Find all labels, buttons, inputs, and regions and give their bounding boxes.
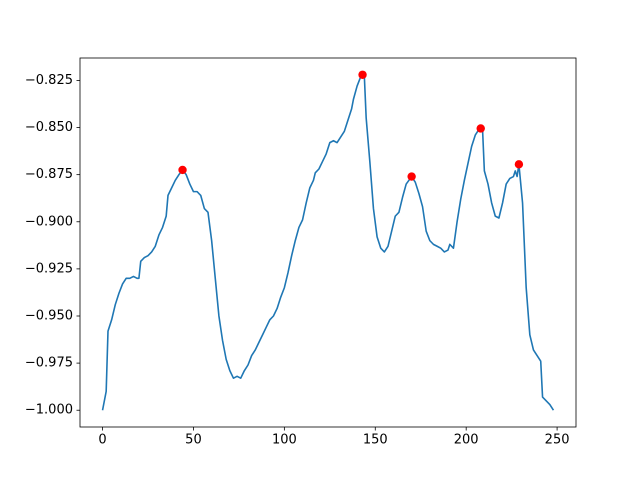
y-tick-label: −0.925 (25, 261, 73, 276)
x-tick-label: 50 (185, 433, 202, 448)
y-tick-label: −0.825 (25, 73, 73, 88)
y-tick-label: −0.875 (25, 167, 73, 182)
peak-marker (476, 124, 485, 133)
y-tick-label: −0.900 (25, 214, 73, 229)
plot-frame (79, 57, 577, 428)
y-tick-label: −1.000 (25, 403, 73, 418)
peak-marker (407, 172, 416, 181)
x-tick-label: 100 (272, 433, 297, 448)
peak-marker (514, 160, 524, 169)
x-tick-label: 0 (98, 433, 106, 448)
x-tick-label: 200 (454, 433, 479, 448)
x-tick-label: 150 (363, 433, 388, 448)
peak-marker (178, 165, 187, 175)
y-tick-label: −0.850 (25, 120, 73, 135)
peak-marker (358, 70, 367, 79)
data-line (101, 73, 555, 411)
x-tick-label: 250 (545, 433, 570, 448)
y-tick-label: −0.975 (25, 356, 73, 371)
y-tick-label: −0.950 (25, 308, 73, 323)
